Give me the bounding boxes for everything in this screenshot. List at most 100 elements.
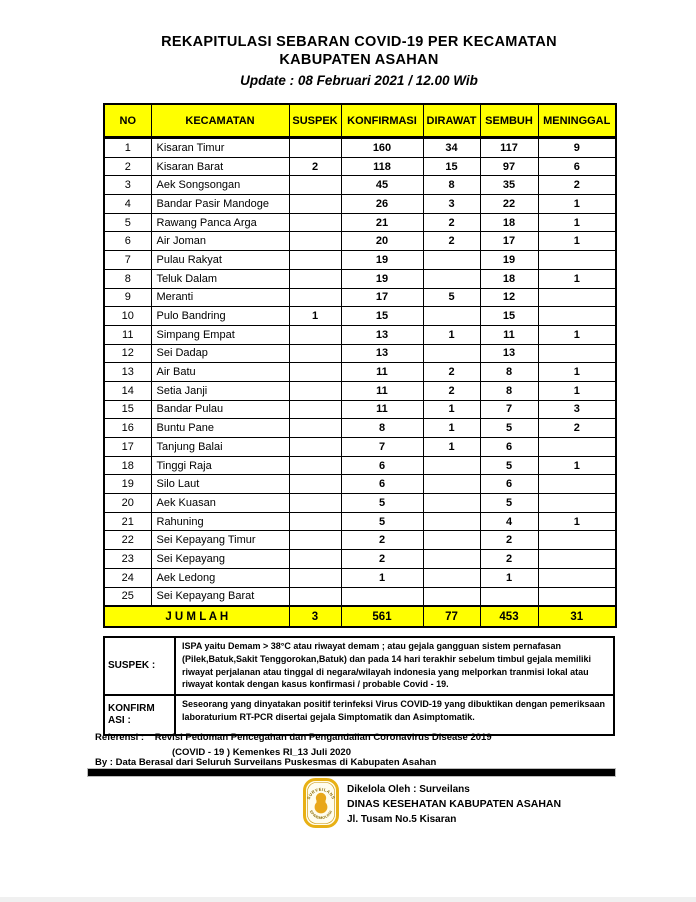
cell-no: 10 [103,306,152,326]
cell-konfirmasi: 13 [340,343,424,364]
cell-konfirmasi: 21 [340,212,424,233]
cell-no: 17 [103,437,152,457]
cell-sembuh: 15 [479,306,539,326]
table-row: 25 Sei Kepayang Barat [103,586,617,607]
cell-konfirmasi: 7 [340,437,424,457]
referensi-line2: (COVID - 19 ) Kemenkes RI_13 Juli 2020 [172,747,351,758]
cell-konfirmasi: 11 [340,362,424,382]
cell-kecamatan: Air Joman [150,231,290,252]
cell-suspek [288,324,342,345]
cell-sembuh: 18 [479,268,539,289]
cell-kecamatan: Setia Janji [150,380,290,401]
cell-meninggal [537,493,617,513]
cell-kecamatan: Tanjung Balai [150,437,290,457]
cell-no: 19 [103,474,152,495]
cell-no: 16 [103,418,152,438]
cell-sembuh: 97 [479,156,539,177]
managed-by: Dikelola Oleh : Surveilans [347,784,470,795]
cell-dirawat [422,343,481,364]
cell-suspek [288,268,342,289]
cell-meninggal [537,250,617,270]
cell-konfirmasi: 15 [340,306,424,326]
cell-meninggal [537,567,617,588]
cell-konfirmasi: 5 [340,511,424,532]
cell-no: 7 [103,250,152,270]
table-row: 16 Buntu Pane 8 1 5 2 [103,418,617,438]
cell-sembuh: 1 [479,567,539,588]
jumlah-meninggal: 31 [537,605,617,628]
suspek-definition: ISPA yaitu Demam > 38°C atau riwayat dem… [182,641,591,690]
cell-sembuh: 6 [479,474,539,495]
table-row: 14 Setia Janji 11 2 8 1 [103,380,617,401]
cell-meninggal: 1 [537,268,617,289]
cell-suspek [288,194,342,214]
cell-sembuh: 12 [479,287,539,308]
col-header-dirawat: DIRAWAT [422,103,481,139]
cell-sembuh: 8 [479,380,539,401]
table-header-row: NO KECAMATAN SUSPEK KONFIRMASI DIRAWAT S… [103,103,617,139]
cell-suspek [288,549,342,569]
table-row: 24 Aek Ledong 1 1 [103,567,617,588]
col-header-suspek: SUSPEK [288,103,342,139]
cell-kecamatan: Bandar Pasir Mandoge [150,194,290,214]
cell-dirawat: 34 [422,137,481,158]
cell-kecamatan: Sei Dadap [150,343,290,364]
table-row: 20 Aek Kuasan 5 5 [103,493,617,513]
cell-kecamatan: Teluk Dalam [150,268,290,289]
cell-konfirmasi: 26 [340,194,424,214]
cell-konfirmasi: 17 [340,287,424,308]
cell-kecamatan: Rawang Panca Arga [150,212,290,233]
referensi-label: Referensi : [95,732,145,743]
cell-sembuh: 5 [479,493,539,513]
cell-konfirmasi: 13 [340,324,424,345]
cell-suspek [288,175,342,196]
cell-konfirmasi: 5 [340,493,424,513]
table-row: 7 Pulau Rakyat 19 19 [103,250,617,270]
table-row: 19 Silo Laut 6 6 [103,474,617,495]
cell-dirawat: 3 [422,194,481,214]
cell-dirawat [422,268,481,289]
cell-no: 6 [103,231,152,252]
cell-sembuh: 2 [479,530,539,551]
cell-kecamatan: Pulau Rakyat [150,250,290,270]
cell-suspek [288,511,342,532]
cell-sembuh: 13 [479,343,539,364]
org-name: DINAS KESEHATAN KABUPATEN ASAHAN [347,798,562,810]
cell-suspek [288,455,342,476]
cell-konfirmasi: 2 [340,530,424,551]
cell-konfirmasi: 20 [340,231,424,252]
cell-kecamatan: Aek Songsongan [150,175,290,196]
cell-konfirmasi: 1 [340,567,424,588]
cell-suspek [288,362,342,382]
cell-konfirmasi: 19 [340,250,424,270]
cell-konfirmasi [340,586,424,607]
cell-kecamatan: Sei Kepayang [150,549,290,569]
cell-konfirmasi: 160 [340,137,424,158]
cell-no: 3 [103,175,152,196]
cell-sembuh: 6 [479,437,539,457]
note-label-line: SUSPEK : [108,660,156,671]
cell-meninggal [537,343,617,364]
cell-konfirmasi: 118 [340,156,424,177]
cell-meninggal: 2 [537,175,617,196]
cell-dirawat [422,511,481,532]
cell-no: 4 [103,194,152,214]
suspek-note-row: SUSPEK : ISPA yaitu Demam > 38°C atau ri… [105,638,613,696]
table-row: 13 Air Batu 11 2 8 1 [103,362,617,382]
cell-meninggal: 1 [537,380,617,401]
cell-no: 24 [103,567,152,588]
cell-meninggal [537,549,617,569]
cell-no: 11 [103,324,152,345]
cell-dirawat: 2 [422,362,481,382]
surveilans-logo: SURVEILANS EPIDEMIOLOGI [303,778,339,828]
cell-kecamatan: Bandar Pulau [150,399,290,420]
cell-dirawat [422,549,481,569]
table-row: 1 Kisaran Timur 160 34 117 9 [103,137,617,158]
table-row: 8 Teluk Dalam 19 18 1 [103,268,617,289]
cell-suspek: 2 [288,156,342,177]
cell-kecamatan: Simpang Empat [150,324,290,345]
cell-konfirmasi: 11 [340,380,424,401]
cell-suspek [288,437,342,457]
cell-meninggal [537,437,617,457]
table-row: 12 Sei Dadap 13 13 [103,343,617,364]
